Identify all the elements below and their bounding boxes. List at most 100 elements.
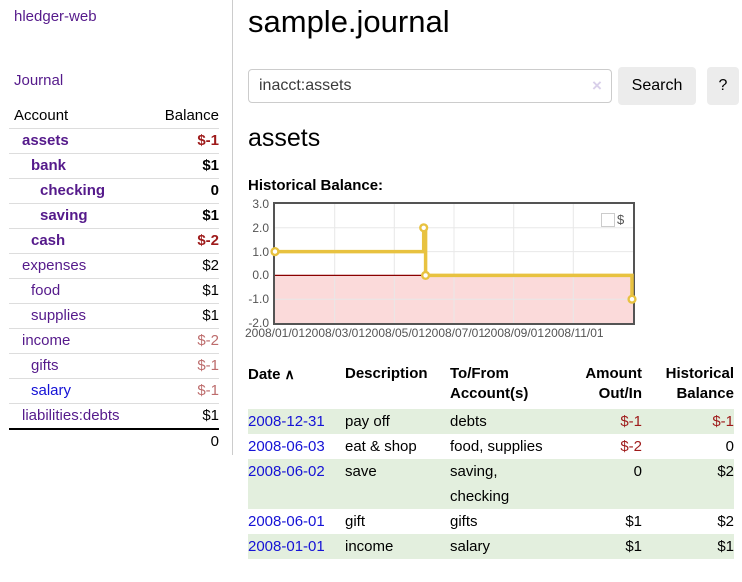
register-row: 2008-06-03 eat & shop food, supplies $-2… [248, 434, 734, 459]
x-axis-tick: 2008/01/01 [244, 326, 306, 340]
account-balance: $1 [202, 282, 219, 299]
account-row-cash: cash $-2 [9, 228, 219, 253]
account-link[interactable]: bank [31, 157, 67, 174]
chart-canvas [270, 204, 637, 323]
register-row: 2008-06-02 save saving, checking 0 $2 [248, 459, 734, 509]
historical-balance-chart [270, 202, 637, 325]
legend-swatch-icon [601, 212, 615, 227]
x-axis-tick: 2008/03/01 [304, 326, 366, 340]
y-axis-tick: -1.0 [248, 292, 269, 306]
x-axis-tick: 2008/09/01 [483, 326, 545, 340]
transaction-accounts: saving, checking [450, 463, 510, 505]
x-axis-tick: 2008/11/01 [544, 326, 604, 340]
transaction-amount: 0 [633, 463, 642, 480]
accounts-column-header: To/From Account(s) [450, 365, 529, 402]
transaction-date-link[interactable]: 2008-06-03 [248, 438, 325, 455]
accounts-table: Account Balance assets $-1 bank $1 check… [9, 104, 219, 454]
account-row-salary: salary $-1 [9, 378, 219, 403]
account-row-income: income $-2 [9, 328, 219, 353]
search-button[interactable]: Search [618, 67, 696, 105]
account-heading: assets [248, 124, 321, 152]
transaction-date-link[interactable]: 2008-06-02 [248, 463, 325, 480]
account-link[interactable]: assets [22, 132, 69, 149]
account-row-gifts: gifts $-1 [9, 353, 219, 378]
account-link[interactable]: checking [40, 182, 106, 199]
transaction-description: save [345, 463, 377, 480]
account-link[interactable]: saving [40, 207, 88, 224]
y-axis-tick: 2.0 [252, 221, 269, 235]
account-row-expenses: expenses $2 [9, 253, 219, 278]
account-link[interactable]: liabilities:debts [22, 407, 120, 424]
account-balance: $-1 [197, 357, 219, 374]
account-balance: $-2 [197, 332, 219, 349]
register-row: 2008-06-01 gift gifts $1 $2 [248, 509, 734, 534]
accounts-table-header: Account Balance [9, 104, 219, 128]
sidebar: hledger-web Journal Account Balance asse… [0, 0, 233, 455]
account-balance: $1 [202, 307, 219, 324]
transaction-balance: $-1 [712, 413, 734, 430]
register-row: 2008-01-01 income salary $1 $1 [248, 534, 734, 559]
x-axis-tick: 2008/05/01 [364, 326, 426, 340]
account-balance: $-1 [197, 382, 219, 399]
clear-search-icon[interactable]: × [592, 76, 602, 95]
transaction-description: gift [345, 513, 366, 530]
transaction-balance: 0 [725, 438, 734, 455]
app-title-link[interactable]: hledger-web [14, 8, 97, 25]
account-row-assets: assets $-1 [9, 128, 219, 153]
page-title: sample.journal [248, 4, 450, 39]
x-axis-tick: 2008/07/01 [424, 326, 486, 340]
accounts-total-row: 0 [9, 428, 219, 454]
help-button[interactable]: ? [707, 67, 739, 105]
register-table: Date ∧ Description To/From Account(s) Amo… [248, 364, 734, 559]
legend-label: $ [617, 212, 625, 227]
account-link[interactable]: gifts [31, 357, 59, 374]
account-balance: $-2 [197, 232, 219, 249]
account-balance: $-1 [197, 132, 219, 149]
account-balance: $2 [202, 257, 219, 274]
account-balance: $1 [202, 207, 219, 224]
transaction-description: eat & shop [345, 438, 417, 455]
transaction-accounts: salary [450, 538, 491, 555]
y-axis-tick: 1.0 [252, 245, 269, 259]
account-balance: $1 [202, 157, 219, 174]
transaction-description: pay off [345, 413, 390, 430]
account-link[interactable]: cash [31, 232, 66, 249]
register-row: 2008-12-31 pay off debts $-1 $-1 [248, 409, 734, 434]
transaction-balance: $1 [717, 538, 734, 555]
account-row-bank: bank $1 [9, 153, 219, 178]
transaction-balance: $2 [717, 463, 734, 480]
transaction-date-link[interactable]: 2008-12-31 [248, 413, 325, 430]
transaction-accounts: debts [450, 413, 487, 430]
register-header: Date ∧ Description To/From Account(s) Amo… [248, 364, 734, 409]
account-link[interactable]: supplies [31, 307, 87, 324]
sidebar-item-journal[interactable]: Journal [14, 72, 64, 89]
account-column-header: Account [14, 107, 69, 124]
account-link[interactable]: food [31, 282, 61, 299]
transaction-accounts: food, supplies [450, 438, 543, 455]
search-input[interactable] [248, 69, 612, 103]
chart-legend: $ [601, 212, 624, 227]
transaction-amount: $1 [625, 538, 642, 555]
account-row-saving: saving $1 [9, 203, 219, 228]
account-link[interactable]: salary [31, 382, 72, 399]
balance-column-header: Balance [164, 107, 219, 124]
account-balance: 0 [210, 182, 219, 199]
account-link[interactable]: income [22, 332, 71, 349]
y-axis-tick: -2.0 [248, 316, 269, 330]
transaction-description: income [345, 538, 394, 555]
account-row-supplies: supplies $1 [9, 303, 219, 328]
date-column-header[interactable]: Date ∧ [248, 366, 295, 383]
balance-column-header: Historical Balance [665, 365, 734, 402]
transaction-date-link[interactable]: 2008-06-01 [248, 513, 325, 530]
account-row-food: food $1 [9, 278, 219, 303]
transaction-amount: $-2 [620, 438, 642, 455]
y-axis-tick: 0.0 [252, 268, 269, 282]
description-column-header: Description [345, 365, 428, 382]
account-link[interactable]: expenses [22, 257, 87, 274]
account-row-checking: checking 0 [9, 178, 219, 203]
transaction-accounts: gifts [450, 513, 478, 530]
account-balance: $1 [202, 407, 219, 424]
transaction-date-link[interactable]: 2008-01-01 [248, 538, 325, 555]
amount-column-header: Amount Out/In [585, 365, 642, 402]
transaction-amount: $-1 [620, 413, 642, 430]
